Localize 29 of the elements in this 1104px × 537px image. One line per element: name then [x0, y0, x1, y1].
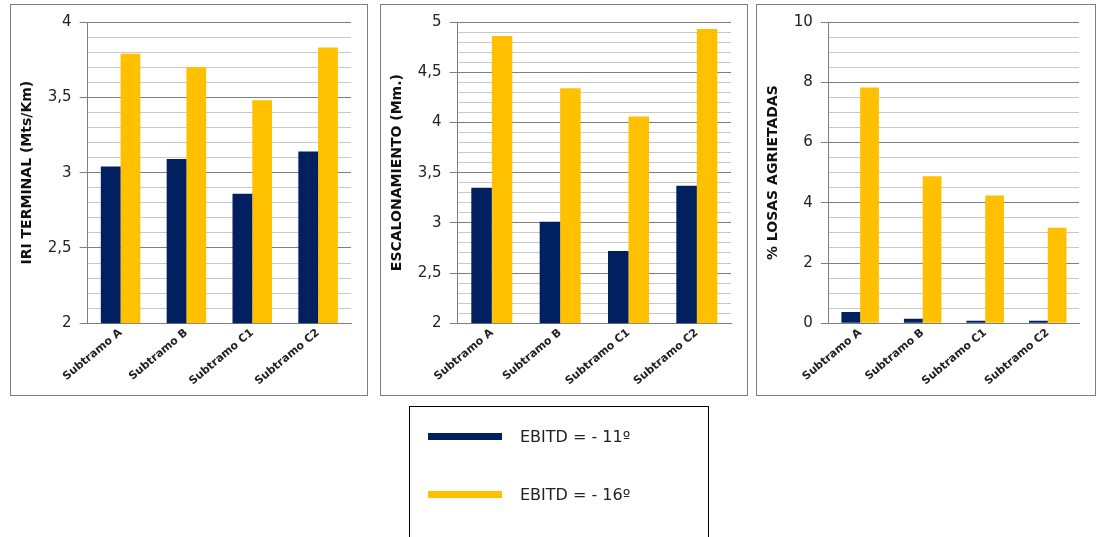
bar [860, 87, 879, 323]
y-tick-label: 5 [432, 11, 442, 30]
y-tick-label: 10 [793, 11, 813, 30]
y-tick-label: 2,5 [417, 262, 442, 281]
y-tick-label: 4 [803, 192, 813, 211]
y-axis-title: IRI TERMINAL (Mts/Km) [18, 80, 35, 265]
y-tick-label: 3,5 [47, 87, 72, 106]
y-tick-label: 3 [432, 212, 442, 231]
bar [985, 195, 1004, 323]
bar [922, 176, 942, 323]
y-tick-label: 2 [803, 252, 813, 271]
bar [1047, 227, 1067, 323]
y-tick-label: 2,5 [47, 237, 72, 256]
y-tick-label: 4 [62, 11, 72, 30]
y-tick-label: 4 [432, 112, 442, 131]
y-tick-label: 8 [803, 72, 813, 91]
y-tick-label: 0 [803, 313, 813, 332]
legend-label: EBITD = - 11º [520, 427, 631, 446]
y-axis-title: ESCALONAMIENTO (Mm.) [388, 74, 405, 272]
bar [903, 318, 923, 323]
y-tick-label: 3,5 [417, 162, 442, 181]
y-tick-label: 2 [432, 313, 442, 332]
y-axis-title: % LOSAS AGRIETADAS [764, 85, 781, 261]
bar [841, 312, 861, 323]
legend-label: EBITD = - 16º [520, 485, 631, 504]
y-tick-label: 2 [62, 313, 72, 332]
y-tick-label: 6 [803, 132, 813, 151]
y-tick-label: 3 [62, 162, 72, 181]
y-tick-label: 4,5 [417, 62, 442, 81]
